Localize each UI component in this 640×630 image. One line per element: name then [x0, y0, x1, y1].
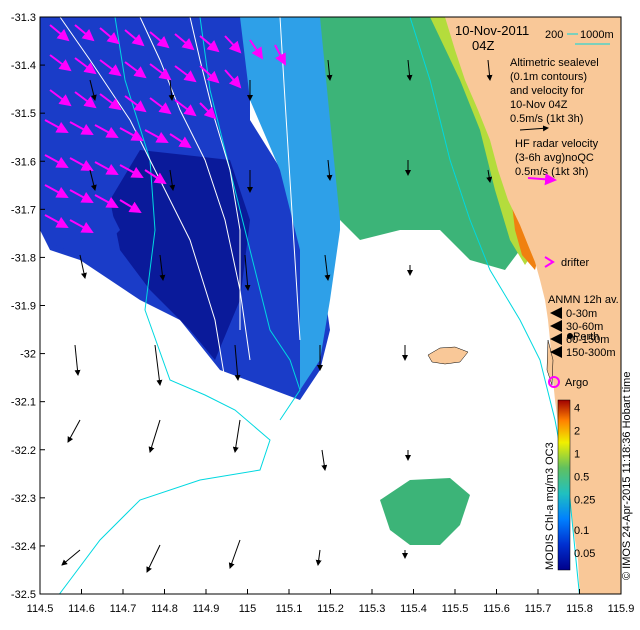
colorbar-ticks: 4 2 1 0.5 0.25 0.1 0.05	[574, 402, 595, 560]
map-time: 04Z	[472, 38, 494, 53]
x-tick-label: 115.5	[442, 603, 469, 615]
isobath-legend-label-1: 200	[545, 29, 563, 41]
x-axis-ticks: 114.5 114.6 114.7 114.8 114.9 115 115.1 115.2 11…	[27, 589, 635, 615]
y-tick-label: -31.9	[11, 301, 36, 313]
y-tick-label: -32.2	[11, 445, 36, 457]
y-tick-label: -32.4	[11, 541, 36, 553]
y-tick-label: -31.7	[11, 204, 36, 216]
x-tick-label: 115.6	[483, 603, 510, 615]
y-axis-ticks: -31.3 -31.4 -31.5 -31.6 -31.7 -31.8 -31.9 -32 -3…	[11, 12, 45, 601]
anmn-legend-label: 30-60m	[566, 321, 603, 333]
plot-area	[40, 17, 621, 594]
y-tick-label: -32.3	[11, 493, 36, 505]
chl-coastal-region	[320, 17, 520, 270]
colorbar-tick-label: 1	[574, 448, 580, 460]
rottnest-island	[427, 346, 469, 365]
drifter-icon	[544, 256, 555, 268]
hf-legend-line-1: HF radar velocity	[515, 138, 599, 150]
x-tick-label: 114.7	[110, 603, 137, 615]
isobath-legend-label-2: 1000m	[580, 29, 614, 41]
colorbar-tick-label: 0.1	[574, 525, 589, 537]
x-tick-label: 115.9	[608, 603, 635, 615]
colorbar-title: MODIS Chl-a mg/m3 OC3	[544, 442, 556, 570]
argo-icon	[548, 376, 560, 388]
y-tick-label: -31.4	[11, 60, 36, 72]
x-tick-label: 115	[239, 603, 257, 615]
x-tick-label: 114.9	[193, 603, 220, 615]
x-tick-label: 115.2	[317, 603, 344, 615]
y-tick-label: -32.5	[11, 589, 36, 601]
y-tick-label: -31.5	[11, 108, 36, 120]
x-tick-label: 114.6	[68, 603, 95, 615]
y-tick-label: -32	[20, 349, 36, 361]
credit-text: © IMOS 24-Apr-2015 11:18:36 Hobart time	[621, 372, 633, 580]
hf-legend-arrow	[527, 173, 557, 186]
hf-legend-line-3: 0.5m/s (1kt 3h)	[515, 166, 588, 178]
anmn-legend-label: 0-30m	[566, 308, 597, 320]
x-tick-label: 115.3	[359, 603, 386, 615]
x-tick-label: 115.8	[566, 603, 593, 615]
y-tick-label: -31.3	[11, 12, 36, 24]
altimetry-legend-line-3: and velocity for	[510, 85, 584, 97]
hf-legend-line-2: (3-6h avg)noQC	[515, 152, 594, 164]
altimetry-legend-line-1: Altimetric sealevel	[510, 57, 599, 69]
perth-label: Perth	[573, 331, 599, 343]
altimetry-velocity-arrows	[61, 59, 493, 573]
x-tick-label: 115.4	[400, 603, 427, 615]
x-tick-label: 114.5	[27, 603, 54, 615]
colorbar-tick-label: 2	[574, 425, 580, 437]
colorbar-tick-label: 4	[574, 402, 580, 414]
y-tick-label: -31.6	[11, 156, 36, 168]
colorbar-tick-label: 0.05	[574, 548, 595, 560]
map-date: 10-Nov-2011	[455, 23, 529, 38]
hf-radar-arrows	[44, 24, 286, 233]
altimetry-legend-line-2: (0.1m contours)	[510, 71, 587, 83]
y-tick-label: -32.1	[11, 397, 36, 409]
chl-mid-region	[240, 17, 340, 390]
colorbar-tick-label: 0.5	[574, 472, 589, 484]
x-tick-label: 115.7	[525, 603, 552, 615]
altimetry-legend-line-4: 10-Nov 04Z	[510, 99, 568, 111]
y-tick-label: -31.8	[11, 252, 36, 264]
chl-very-low-region	[110, 150, 250, 360]
anmn-legend-label: 150-300m	[566, 347, 616, 359]
altimetry-legend-line-5: 0.5m/s (1kt 3h)	[510, 113, 583, 125]
colorbar	[557, 399, 571, 571]
drifter-label: drifter	[561, 257, 589, 269]
argo-label: Argo	[565, 377, 588, 389]
colorbar-tick-label: 0.25	[574, 495, 595, 507]
perth-marker	[567, 333, 573, 339]
chl-offshore-patch	[380, 478, 470, 545]
land-mass	[445, 17, 621, 594]
anmn-title: ANMN 12h av.	[548, 294, 619, 306]
x-tick-label: 114.8	[151, 603, 178, 615]
x-tick-label: 115.1	[276, 603, 303, 615]
anmn-legend-label: 60-150m	[566, 334, 609, 346]
altimetry-legend-arrow	[519, 125, 549, 132]
chl-nearshore-region	[430, 17, 535, 265]
